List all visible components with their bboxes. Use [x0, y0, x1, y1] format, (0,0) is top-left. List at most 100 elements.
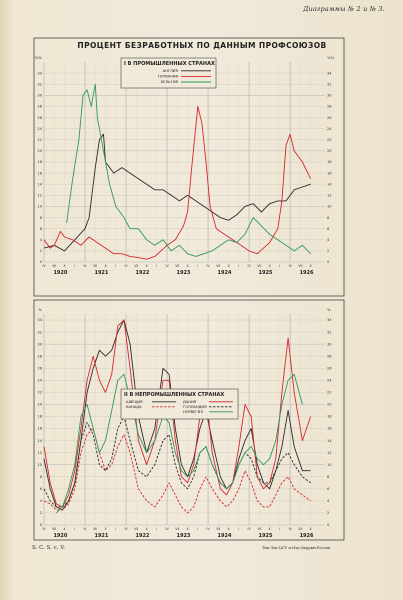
legend-label: ГЕРМАНИЯ [158, 75, 179, 79]
y-tick-label-right: 28 [327, 354, 332, 358]
x-year-label: 1922 [135, 533, 149, 539]
x-month-label: I [279, 264, 280, 268]
y-tick-label-left: 24 [37, 127, 42, 131]
x-year-label: 1925 [259, 270, 273, 276]
y-tick-label-right: 28 [327, 105, 332, 109]
series-line [43, 319, 312, 508]
y-tick-label-right: 18 [327, 415, 332, 419]
y-tick-label-left: 22 [37, 391, 42, 395]
x-month-label: VII [52, 527, 56, 531]
x-month-label: VII [134, 527, 138, 531]
footer-printer-note: Тип.Лит.ЦСУ и Изд.Окружн.Россия [262, 546, 331, 550]
y-tick-label-right: 12 [327, 194, 332, 198]
x-month-label: IV [124, 527, 128, 531]
y-tick-label-left: 0 [40, 260, 43, 264]
x-month-label: IV [289, 264, 293, 268]
legend-label: БЕЛЬГИЯ [161, 80, 179, 84]
y-tick-label-left: 4 [40, 238, 43, 242]
y-tick-label-left: 16 [37, 171, 42, 175]
x-month-label: VII [257, 264, 261, 268]
y-tick-label-right: 8 [327, 216, 330, 220]
x-year-label: 1924 [218, 270, 232, 276]
y-tick-label-right: 26 [327, 366, 332, 370]
x-month-label: X [104, 527, 107, 531]
y-tick-label-left: 12 [37, 194, 42, 198]
series-line [43, 105, 312, 260]
y-tick-label-left: 20 [37, 403, 42, 407]
x-month-label: I [156, 527, 157, 531]
legend-label: АНГЛИЯ [163, 69, 179, 73]
legend-label: КАНАДА [126, 405, 142, 409]
y-tick-label-left: 14 [37, 439, 42, 443]
x-month-label: I [74, 527, 75, 531]
y-tick-label-left: 26 [37, 366, 42, 370]
y-tick-label-left: 10 [37, 205, 42, 209]
y-tick-label-right: 10 [327, 205, 332, 209]
y-tick-label-left: 4 [40, 499, 43, 503]
legend-label: НОРВЕГИЯ [183, 410, 203, 414]
x-month-label: IV [166, 527, 170, 531]
chart-1-frame [33, 37, 345, 297]
x-month-label: X [310, 264, 313, 268]
y-tick-label-left: 12 [37, 451, 42, 455]
y-tick-label-right: 16 [327, 427, 332, 431]
x-month-label: I [115, 264, 116, 268]
series-line [43, 133, 311, 252]
x-month-label: VII [93, 527, 97, 531]
legend-box [120, 57, 217, 89]
y-tick-label-left: 8 [40, 216, 43, 220]
series-line [43, 319, 311, 511]
y-tick-label-left: 34 [37, 318, 42, 322]
y-tick-label-right: 10 [327, 463, 332, 467]
y-tick-label-right: 8 [327, 475, 330, 479]
y-tick-label-right: 14 [327, 439, 332, 443]
y-tick-label-left: 28 [37, 354, 42, 358]
x-month-label: IV [248, 527, 252, 531]
x-month-label: X [63, 527, 66, 531]
y-tick-label-left: 20 [37, 149, 42, 153]
y-tick-label-left: 16 [37, 427, 42, 431]
x-month-label: X [269, 264, 272, 268]
footer-signature: S. C. S. c. V. [32, 545, 65, 551]
x-month-label: IV [42, 264, 46, 268]
chart-2-frame [33, 299, 345, 541]
y-tick-label-right: 26 [327, 116, 332, 120]
y-tick-label-left: 2 [40, 511, 42, 515]
y-tick-label-right: 14 [327, 182, 332, 186]
y-tick-label-left: 28 [37, 105, 42, 109]
y-tick-label-right: 6 [327, 227, 330, 231]
x-month-label: IV [124, 264, 128, 268]
y-tick-label-right: 34 [327, 71, 332, 75]
legend-label: ДАНИЯ [183, 400, 197, 404]
x-year-label: 1923 [177, 533, 191, 539]
y-tick-label-right: 18 [327, 160, 332, 164]
y-tick-label-right: 4 [327, 238, 330, 242]
y-tick-label-right: 16 [327, 171, 332, 175]
series-line [43, 428, 311, 514]
y-tick-label-right: 2 [327, 511, 329, 515]
x-month-label: X [228, 264, 231, 268]
x-month-label: X [186, 264, 189, 268]
y-tick-label-right: 30 [327, 342, 332, 346]
x-month-label: I [197, 264, 198, 268]
x-month-label: I [115, 527, 116, 531]
x-month-label: X [228, 527, 231, 531]
y-tick-label-right: 24 [327, 127, 332, 131]
x-month-label: IV [248, 264, 252, 268]
series-line [55, 373, 303, 514]
legend-label: ГОЛЛАНДИЯ [183, 405, 207, 409]
x-month-label: IV [83, 264, 87, 268]
x-month-label: X [145, 527, 148, 531]
x-year-label: 1922 [135, 270, 149, 276]
x-year-label: 1926 [300, 533, 314, 539]
y-tick-label-right: 30 [327, 94, 332, 98]
y-tick-label-right: 4 [327, 499, 330, 503]
y-tick-label-left: 10 [37, 463, 42, 467]
chart-title: II В НЕПРОМЫШЛЕННЫХ СТРАНАХ [124, 392, 224, 398]
x-year-label: 1923 [177, 270, 191, 276]
y-tick-label-left: 6 [40, 487, 43, 491]
y-tick-label-right: 6 [327, 487, 330, 491]
